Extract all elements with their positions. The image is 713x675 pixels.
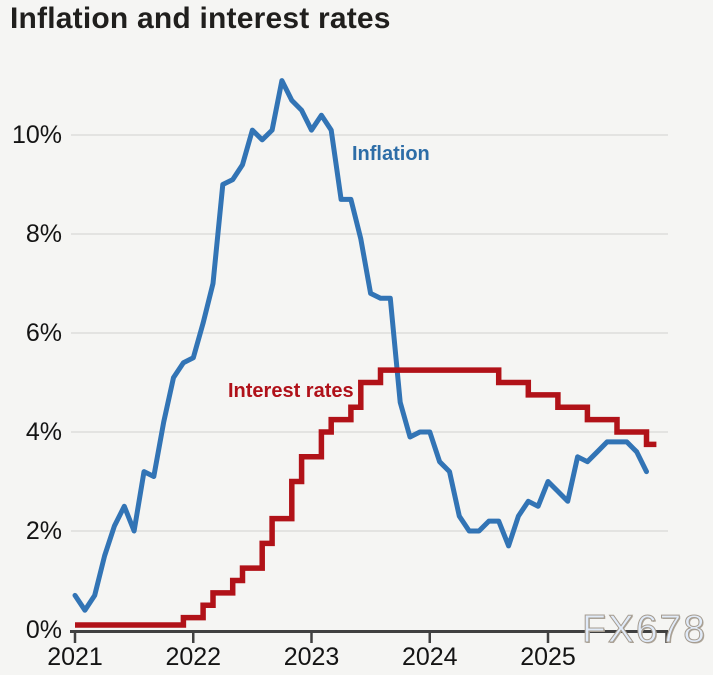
page-title: Inflation and interest rates <box>10 2 391 35</box>
y-tick-label: 0% <box>25 616 62 644</box>
y-tick-label: 6% <box>25 319 62 347</box>
x-tick-label: 2021 <box>47 643 103 671</box>
series-label-interest-rates: Interest rates <box>228 380 354 402</box>
x-tick-label: 2023 <box>283 643 340 671</box>
x-tick-label: 2024 <box>401 643 458 671</box>
y-tick-label: 10% <box>11 121 62 149</box>
series-label-inflation: Inflation <box>352 143 430 165</box>
inflation-line <box>72 78 649 613</box>
y-tick-label: 8% <box>25 220 62 248</box>
y-tick-label: 2% <box>25 517 62 545</box>
watermark-logo: FX678 <box>582 608 707 652</box>
y-tick-label: 4% <box>25 418 62 446</box>
interest-rates-line <box>75 367 657 628</box>
x-tick-label: 2025 <box>520 643 576 671</box>
x-tick-label: 2022 <box>165 643 222 671</box>
